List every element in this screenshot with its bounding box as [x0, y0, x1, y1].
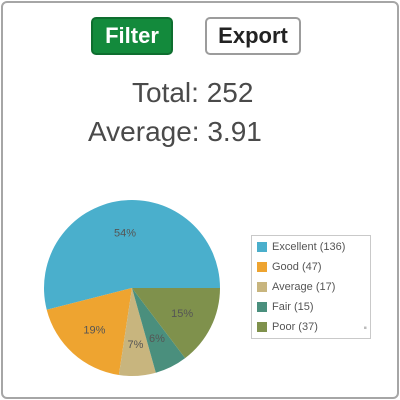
legend-swatch-poor: [257, 322, 267, 332]
legend-label-fair: Fair (15): [272, 301, 314, 313]
pie-slice-average: [118, 288, 156, 376]
legend-item-excellent: Excellent (136): [257, 240, 345, 254]
legend-item-average: Average (17): [257, 280, 335, 294]
legend-label-excellent: Excellent (136): [272, 241, 346, 253]
filter-button[interactable]: Filter: [91, 17, 173, 55]
pie-slice-good: [46, 288, 132, 376]
legend-scroll-indicator[interactable]: ▪: [363, 323, 367, 334]
legend-label-good: Good (47): [272, 261, 322, 273]
export-button[interactable]: Export: [205, 17, 301, 55]
slice-label-average: 7%: [128, 339, 144, 351]
pie-slice-fair: [132, 288, 186, 373]
legend-swatch-average: [257, 282, 267, 292]
legend-label-average: Average (17): [272, 281, 336, 293]
legend-item-fair: Fair (15): [257, 300, 314, 314]
slice-label-poor: 15%: [171, 308, 193, 320]
legend-swatch-good: [257, 262, 267, 272]
average-stat: Average: 3.91: [88, 116, 262, 147]
slice-label-fair: 6%: [149, 333, 165, 345]
legend-item-good: Good (47): [257, 260, 322, 274]
chart-legend: Excellent (136) Good (47) Average (17) F…: [251, 235, 371, 339]
legend-item-poor: Poor (37): [257, 320, 318, 334]
pie-chart: 54% 19% 7% 6% 15%: [44, 200, 221, 376]
pie-slice-excellent: [44, 200, 221, 310]
slice-label-excellent: 54%: [114, 227, 136, 239]
legend-label-poor: Poor (37): [272, 321, 318, 333]
legend-swatch-fair: [257, 302, 267, 312]
slice-label-good: 19%: [83, 325, 105, 337]
pie-slice-poor: [132, 288, 220, 359]
total-stat: Total: 252: [132, 77, 254, 108]
legend-swatch-excellent: [257, 242, 267, 252]
